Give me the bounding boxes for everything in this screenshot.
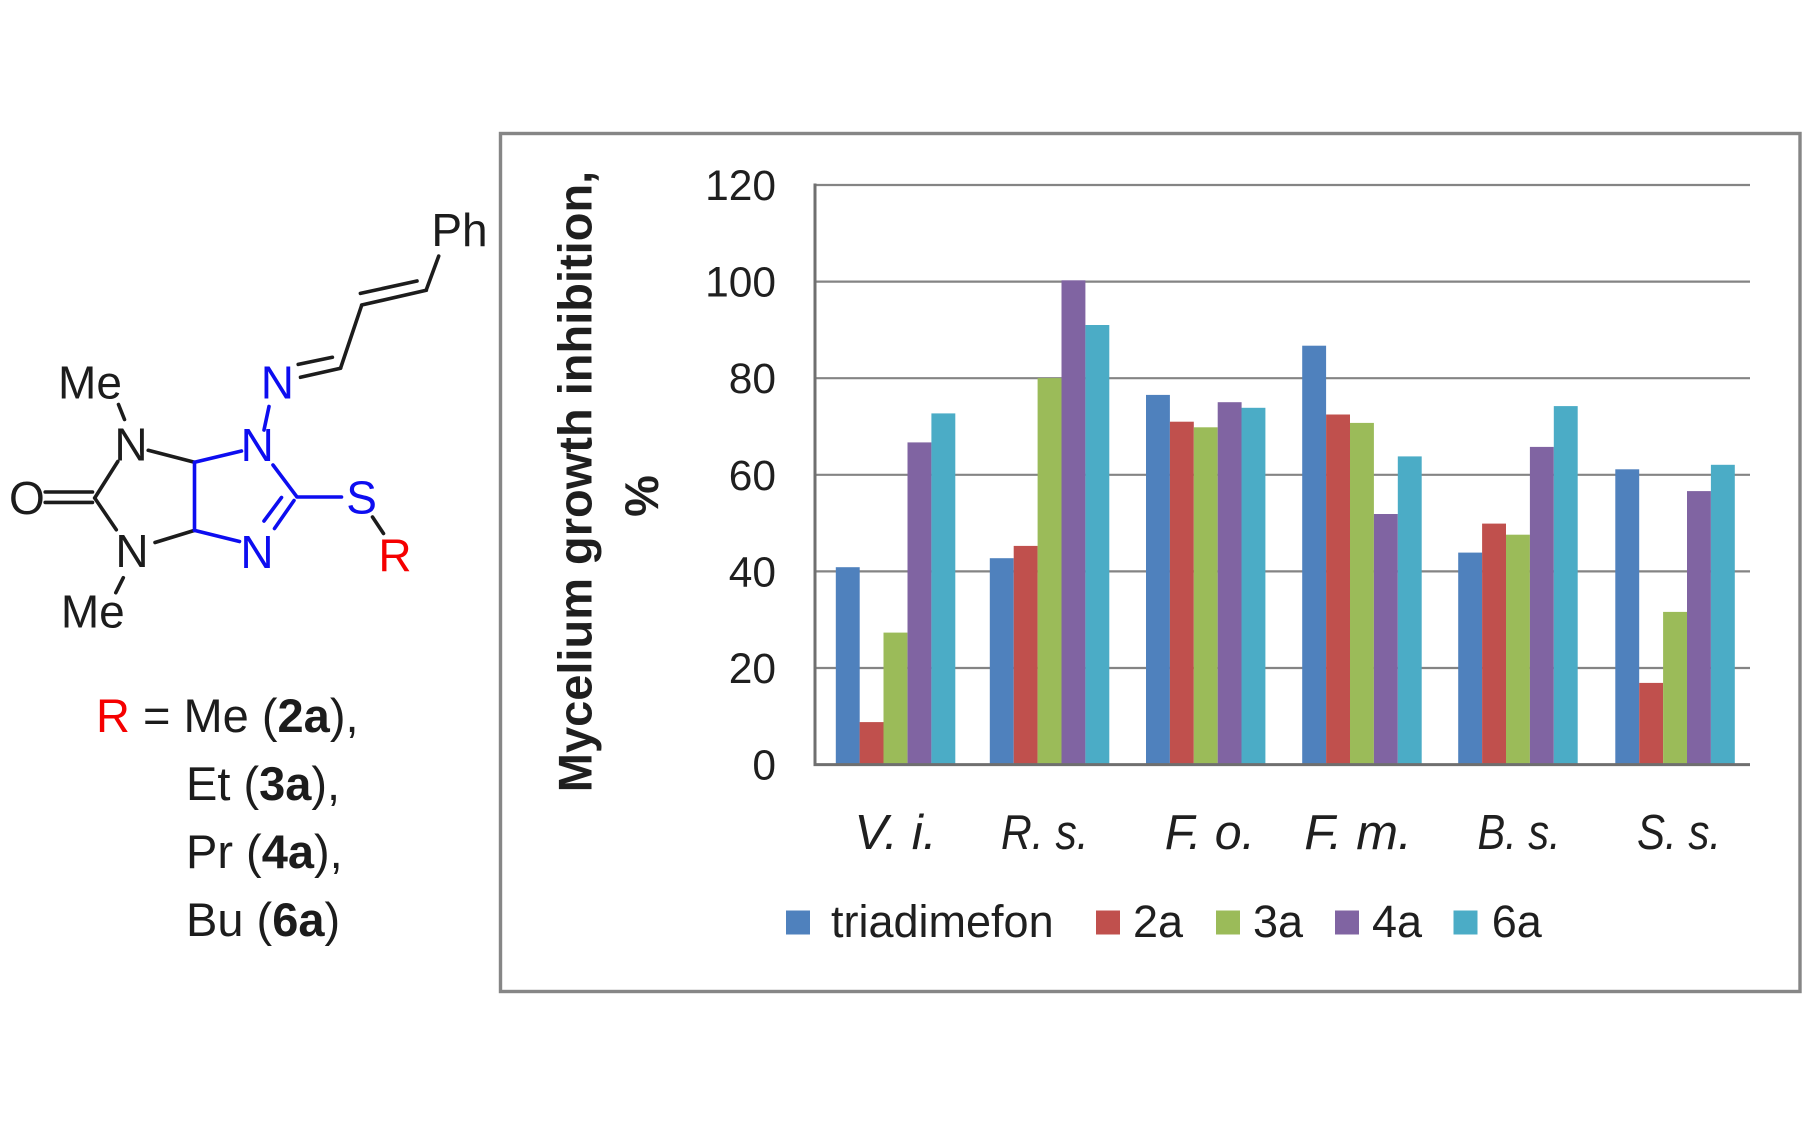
svg-text:B. s.: B. s. xyxy=(1477,806,1560,860)
svg-text:0: 0 xyxy=(752,743,776,790)
svg-text:R: R xyxy=(378,530,411,582)
svg-text:60: 60 xyxy=(729,453,776,500)
svg-text:Mycelium growth inhibition,: Mycelium growth inhibition, xyxy=(549,171,602,792)
svg-text:S. s.: S. s. xyxy=(1637,806,1721,860)
svg-text:S: S xyxy=(346,472,377,524)
svg-text:Me: Me xyxy=(58,357,122,409)
svg-text:N: N xyxy=(241,419,274,471)
svg-text:O: O xyxy=(9,472,45,524)
svg-text:F. o.: F. o. xyxy=(1165,806,1255,860)
svg-text:R. s.: R. s. xyxy=(1001,806,1089,860)
svg-text:120: 120 xyxy=(705,163,776,210)
svg-text:100: 100 xyxy=(705,260,776,307)
svg-text:F. m.: F. m. xyxy=(1304,806,1412,860)
svg-text:N: N xyxy=(115,525,148,577)
svg-text:Bu (6a): Bu (6a) xyxy=(186,893,340,946)
svg-text:Et (3a),: Et (3a), xyxy=(186,757,340,810)
svg-text:triadimefon: triadimefon xyxy=(831,896,1054,947)
svg-text:Pr (4a),: Pr (4a), xyxy=(186,825,343,878)
svg-text:R = Me (2a),: R = Me (2a), xyxy=(96,689,359,742)
svg-text:N: N xyxy=(261,357,294,409)
svg-text:3a: 3a xyxy=(1253,896,1304,947)
svg-text:20: 20 xyxy=(729,646,776,693)
svg-text:N: N xyxy=(240,526,273,578)
svg-text:40: 40 xyxy=(729,549,776,596)
svg-text:80: 80 xyxy=(729,356,776,403)
svg-text:%: % xyxy=(615,475,668,517)
svg-text:Me: Me xyxy=(61,586,125,638)
svg-text:2a: 2a xyxy=(1133,896,1184,947)
svg-text:V. i.: V. i. xyxy=(854,806,936,860)
svg-text:4a: 4a xyxy=(1372,896,1423,947)
svg-text:N: N xyxy=(114,419,147,471)
svg-text:Ph: Ph xyxy=(431,204,487,256)
svg-text:6a: 6a xyxy=(1492,896,1543,947)
